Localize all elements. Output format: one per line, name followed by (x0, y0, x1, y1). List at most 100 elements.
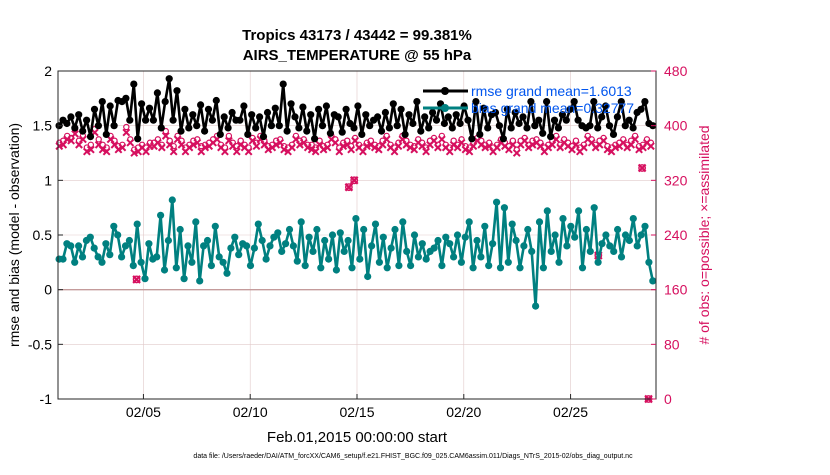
obs-assimilated-stroke (378, 140, 387, 149)
y-right-tick-label: 240 (664, 227, 688, 243)
obs-assimilated-marker (280, 145, 288, 154)
rmse-point (417, 127, 425, 135)
bias-point (383, 264, 391, 272)
y-axis-label-left: rmse and bias (model - observation) (6, 123, 22, 347)
bias-point (254, 220, 262, 228)
obs-assimilated-stroke (276, 138, 285, 147)
bias-point (71, 258, 79, 266)
y-axis-right: 480 400 320 240 160 80 0 (651, 63, 688, 407)
bias-point (305, 233, 313, 241)
x-axis: 02/05 02/10 02/15 02/20 02/25 (126, 394, 588, 420)
bias-point (590, 204, 598, 212)
obs-assimilated-marker (161, 132, 170, 140)
rmse-point (531, 122, 539, 130)
rmse-point (94, 122, 102, 130)
obs-assimilated-marker (169, 147, 178, 156)
obs-assimilated-marker (142, 147, 150, 156)
legend-bias-marker (441, 104, 449, 112)
bias-point (215, 253, 223, 261)
bias-point (414, 253, 422, 261)
obs-assimilated-marker (378, 140, 387, 149)
bias-point (563, 242, 571, 250)
rmse-point (236, 116, 244, 124)
rmse-point (212, 96, 220, 105)
obs-assimilated-stroke (394, 142, 403, 151)
bias-point (184, 242, 192, 250)
rmse-point (201, 127, 209, 135)
rmse-point (291, 113, 299, 121)
y-tick-label: 0 (44, 282, 52, 298)
rmse-point (311, 135, 319, 143)
bias-point (649, 277, 657, 285)
obs-assimilated-marker (276, 138, 285, 147)
obs-assimilated-marker (224, 136, 233, 145)
x-axis-label: Feb.01,2015 00:00:00 start (267, 429, 448, 446)
bias-point (336, 229, 344, 237)
rmse-point (157, 124, 165, 132)
rmse-point (98, 98, 106, 106)
obs-assimilated-stroke (71, 129, 79, 138)
bias-point (141, 275, 149, 283)
obs-assimilated-stroke (631, 135, 640, 144)
rmse-point (315, 105, 323, 113)
bias-point (637, 231, 645, 239)
obs-assimilated-marker (272, 140, 281, 149)
obs-assimilated-stroke (319, 145, 328, 154)
obs-assimilated-stroke (410, 145, 419, 154)
bias-point (551, 231, 559, 239)
obs-assimilated-stroke (327, 135, 336, 144)
bias-point (621, 231, 630, 239)
obs-assimilated-stroke (406, 143, 415, 152)
obs-assimilated-stroke (102, 147, 111, 156)
rmse-point (362, 111, 370, 119)
bias-point (403, 247, 411, 255)
obs-assimilated-stroke (244, 147, 253, 156)
x-tick-label: 02/20 (446, 404, 481, 420)
y-axis-label-right: # of obs: o=possible; ×=assimilated (696, 125, 712, 344)
bias-point (461, 233, 469, 241)
bias-point (450, 253, 458, 261)
rmse-point (102, 130, 110, 138)
obs-assimilated-marker (536, 142, 545, 151)
bias-point (192, 218, 200, 226)
bias-point (282, 240, 290, 248)
chart-title-line2: AIRS_TEMPERATURE @ 55 hPa (243, 47, 472, 64)
bias-point (625, 236, 634, 245)
obs-assimilated-stroke (165, 140, 174, 149)
bias-point (250, 244, 258, 252)
bias-point (645, 258, 653, 266)
obs-possible-marker (572, 137, 580, 144)
rmse-point (244, 130, 252, 138)
rmse-point (307, 111, 315, 119)
bias-point (94, 253, 102, 261)
legend-rmse-marker (441, 87, 449, 95)
obs-assimilated-marker (59, 140, 68, 149)
rmse-point (413, 98, 421, 106)
obs-assimilated-stroke (512, 149, 521, 157)
bias-point (434, 236, 442, 245)
rmse-point (145, 104, 154, 112)
bias-point (129, 262, 137, 270)
obs-assimilated-marker (394, 142, 403, 151)
rmse-point (389, 100, 397, 108)
bias-point (539, 264, 548, 272)
obs-highlight-possible (638, 164, 647, 172)
obs-possible-marker (123, 123, 130, 131)
bias-point (555, 258, 563, 266)
data-file-footer: data file: /Users/raeder/DAI/ATM_forcXX/… (193, 453, 633, 460)
bias-point (571, 233, 579, 241)
y-tick-label: 1 (44, 172, 52, 188)
y-right-tick-label: 80 (664, 336, 680, 352)
obs-assimilated-stroke (311, 147, 320, 156)
obs-assimilated-stroke (63, 135, 72, 144)
obs-assimilated-marker (406, 143, 415, 152)
bias-point (375, 258, 383, 266)
obs-assimilated-stroke (560, 138, 569, 147)
obs-assimilated-marker (252, 142, 261, 151)
rmse-point (86, 133, 95, 141)
rmse-point (224, 124, 232, 132)
obs-assimilated-stroke (469, 142, 478, 151)
obs-assimilated-stroke (86, 145, 95, 154)
rmse-point (228, 108, 236, 117)
obs-highlight-possible (350, 176, 359, 185)
